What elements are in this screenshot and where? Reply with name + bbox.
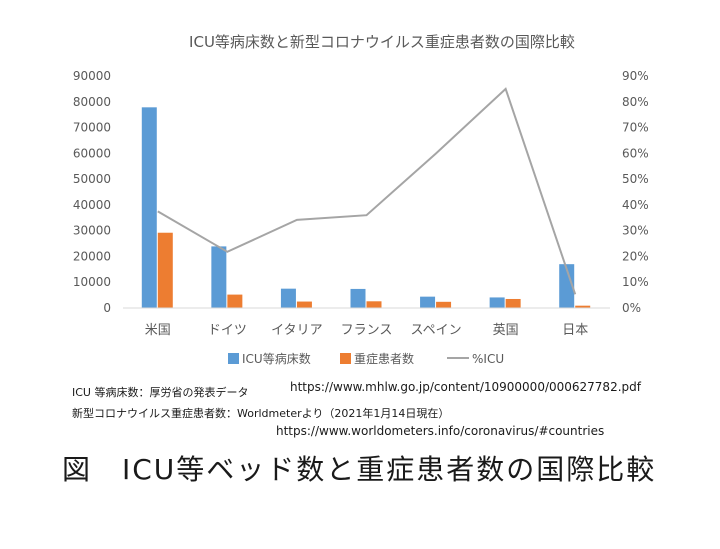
y2-tick-label: 20% bbox=[622, 249, 649, 263]
legend-swatch bbox=[340, 353, 351, 364]
x-tick-label: 米国 bbox=[145, 323, 171, 338]
bar bbox=[575, 305, 591, 308]
bar bbox=[227, 294, 243, 308]
x-tick-label: イタリア bbox=[271, 323, 322, 338]
legend-label: %ICU bbox=[472, 352, 504, 366]
y2-tick-label: 80% bbox=[622, 95, 649, 109]
bar bbox=[436, 301, 452, 308]
y-tick-label: 90000 bbox=[73, 69, 111, 83]
y-axis-left: 0 10000 20000 30000 40000 50000 60000 70000 8000… bbox=[73, 69, 111, 315]
source-severe-label: 新型コロナウイルス重症患者数：Worldmeterより（2021年1月14日現在… bbox=[72, 407, 450, 420]
source-icu-label: ICU 等病床数：厚労省の発表データ bbox=[72, 386, 249, 399]
y-tick-label: 10000 bbox=[73, 275, 111, 289]
series-line bbox=[157, 87, 577, 295]
bar bbox=[559, 264, 575, 308]
y-tick-label: 0 bbox=[103, 301, 111, 315]
y2-tick-label: 90% bbox=[622, 69, 649, 83]
y2-tick-label: 30% bbox=[622, 224, 649, 238]
x-tick-label: フランス bbox=[341, 323, 393, 338]
y-tick-label: 60000 bbox=[73, 146, 111, 160]
bar bbox=[505, 298, 521, 308]
bar bbox=[157, 232, 173, 308]
bar bbox=[141, 107, 157, 308]
y-axis-right: 0% 10% 20% 30% 40% 50% 60% 70% 80% 90% bbox=[622, 69, 649, 315]
chart: ICU等病床数と新型コロナウイルス重症患者数の国際比較 0 10000 20000 3… bbox=[73, 33, 649, 366]
legend-label: ICU等病床数 bbox=[242, 351, 311, 366]
bar bbox=[366, 301, 382, 308]
source-severe-url[interactable]: https://www.worldometers.info/coronaviru… bbox=[276, 424, 605, 438]
y-tick-label: 20000 bbox=[73, 249, 111, 263]
bar bbox=[280, 288, 296, 308]
source-icu-url[interactable]: https://www.mhlw.go.jp/content/10900000/… bbox=[290, 380, 641, 394]
y2-tick-label: 70% bbox=[622, 121, 649, 135]
y2-tick-label: 10% bbox=[622, 275, 649, 289]
y-tick-label: 50000 bbox=[73, 172, 111, 186]
y2-tick-label: 50% bbox=[622, 172, 649, 186]
y2-tick-label: 60% bbox=[622, 146, 649, 160]
x-tick-label: スペイン bbox=[411, 323, 462, 338]
x-tick-label: ドイツ bbox=[208, 323, 247, 338]
y-tick-label: 30000 bbox=[73, 224, 111, 238]
bar bbox=[211, 246, 227, 308]
bar bbox=[296, 301, 312, 308]
y-tick-label: 40000 bbox=[73, 198, 111, 212]
legend-swatch bbox=[228, 353, 239, 364]
y-tick-label: 70000 bbox=[73, 121, 111, 135]
bars bbox=[141, 107, 591, 308]
bar bbox=[489, 297, 505, 308]
y2-tick-label: 0% bbox=[622, 301, 641, 315]
legend: ICU等病床数 重症患者数 %ICU bbox=[228, 351, 504, 366]
x-tick-label: 日本 bbox=[562, 323, 588, 338]
chart-title: ICU等病床数と新型コロナウイルス重症患者数の国際比較 bbox=[189, 33, 575, 51]
bar bbox=[350, 288, 366, 308]
y2-tick-label: 40% bbox=[622, 198, 649, 212]
bar bbox=[420, 296, 436, 308]
x-tick-label: 英国 bbox=[493, 323, 519, 338]
legend-label: 重症患者数 bbox=[354, 351, 414, 366]
y-tick-label: 80000 bbox=[73, 95, 111, 109]
x-axis: 米国 ドイツ イタリア フランス スペイン 英国 日本 bbox=[145, 323, 588, 338]
percent-line bbox=[157, 87, 577, 295]
figure-caption: 図 ICU等ベッド数と重症患者数の国際比較 bbox=[62, 453, 657, 486]
